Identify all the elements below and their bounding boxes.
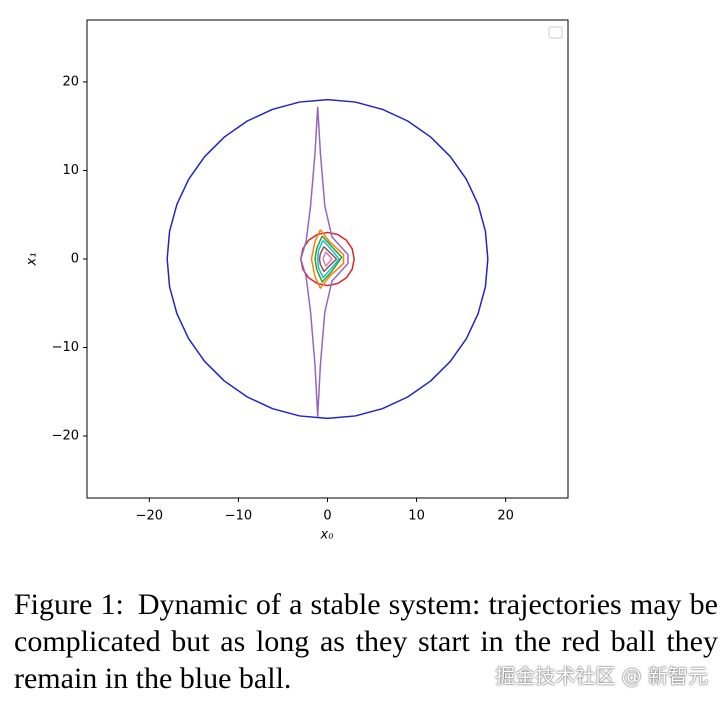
plot-frame xyxy=(86,19,569,499)
trajectory xyxy=(166,98,489,420)
trajectory xyxy=(322,251,333,267)
trajectory xyxy=(314,235,343,283)
trajectory xyxy=(318,246,338,273)
x-axis-label: x₀ xyxy=(320,528,335,543)
y-tick-label: 20 xyxy=(62,74,79,89)
trajectory xyxy=(300,231,355,287)
y-axis-label: x₁ xyxy=(25,253,40,267)
x-tick-label: 0 xyxy=(323,509,331,524)
trajectory xyxy=(310,229,345,289)
trajectory xyxy=(316,239,340,279)
x-tick-label: 20 xyxy=(497,509,514,524)
y-tick-label: 0 xyxy=(71,252,79,267)
chart: x₀ x₁ −20 −10 0 10 20 −20 −10 0 10 20 xyxy=(25,19,569,543)
x-tick-label: −10 xyxy=(225,509,252,524)
caption-label: Figure 1: xyxy=(14,588,124,621)
y-tick-label: −10 xyxy=(52,340,79,355)
caption: Figure 1: Dynamic of a stable system: tra… xyxy=(14,586,718,697)
caption-text: Dynamic of a stable system: trajectories… xyxy=(14,588,718,695)
y-tick-label: −20 xyxy=(52,429,79,444)
x-tick-label: −20 xyxy=(136,509,163,524)
x-tick-label: 10 xyxy=(408,509,425,524)
legend-box xyxy=(548,26,563,39)
watermark: 掘金技术社区 @ 新智元 xyxy=(495,664,708,688)
trajectory xyxy=(300,106,349,418)
y-tick-label: 10 xyxy=(62,163,79,178)
